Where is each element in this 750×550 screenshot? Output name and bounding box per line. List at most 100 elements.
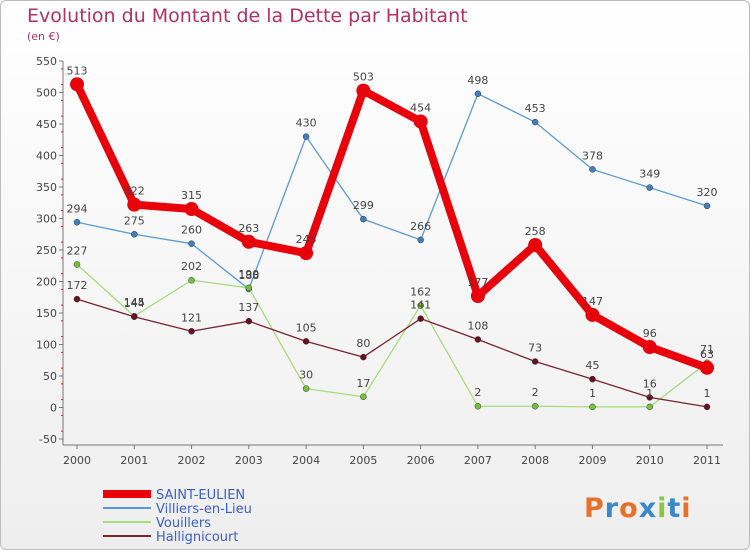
data-label: 202: [181, 260, 202, 273]
data-point: [360, 393, 367, 401]
data-label: 45: [585, 359, 599, 372]
data-point: [299, 246, 314, 261]
y-tick-label: 400: [36, 150, 57, 163]
data-label: 190: [238, 268, 259, 281]
data-point: [127, 197, 142, 212]
data-point: [241, 234, 256, 249]
x-tick-label: 2001: [120, 454, 148, 467]
y-tick-label: 350: [36, 181, 57, 194]
data-label: 245: [296, 233, 317, 246]
data-point: [73, 219, 81, 226]
y-tick-label: 250: [36, 244, 57, 257]
logo-letter: r: [604, 493, 620, 524]
data-point: [474, 90, 482, 98]
x-tick-label: 2008: [521, 454, 549, 467]
data-point: [131, 231, 138, 238]
data-label: 2: [474, 386, 481, 399]
logo-letter: x: [638, 493, 658, 524]
data-point: [73, 261, 81, 268]
data-label: 80: [356, 337, 370, 350]
y-tick-label: 200: [36, 276, 57, 289]
data-point: [642, 340, 657, 355]
data-point: [470, 288, 485, 303]
series-line: [73, 80, 711, 372]
data-point: [700, 360, 714, 375]
data-point: [70, 77, 84, 92]
logo-letter: i: [681, 493, 692, 524]
proxiti-logo: Proxiti: [584, 493, 692, 524]
data-label: 320: [697, 186, 718, 199]
logo-letter: i: [657, 493, 668, 524]
x-tick-label: 2011: [693, 454, 721, 467]
x-tick-label: 2010: [636, 454, 664, 467]
data-label: 1: [646, 387, 653, 400]
x-tick-label: 2007: [464, 454, 492, 467]
data-point: [703, 202, 711, 210]
data-point: [474, 402, 482, 410]
x-tick-label: 2006: [407, 454, 435, 467]
data-point: [245, 284, 253, 292]
data-label: 258: [525, 225, 546, 238]
data-label: 260: [181, 224, 202, 237]
data-label: 498: [467, 74, 488, 87]
y-tick-label: 150: [36, 307, 57, 320]
x-tick-label: 2004: [292, 454, 320, 467]
data-label: 121: [181, 311, 202, 324]
data-point: [531, 358, 539, 365]
data-label: 454: [410, 101, 431, 114]
data-point: [188, 276, 195, 284]
chart-subtitle: (en €): [27, 30, 60, 43]
data-point: [188, 328, 195, 335]
data-label: 263: [238, 222, 259, 235]
legend-label: Villiers-en-Lieu: [156, 502, 252, 517]
data-label: 105: [296, 321, 317, 334]
y-tick-label: 100: [36, 339, 57, 352]
data-label: 430: [296, 117, 317, 130]
data-point: [360, 215, 367, 223]
data-point: [413, 114, 428, 129]
data-point: [646, 403, 653, 411]
logo-letter: t: [667, 493, 682, 524]
data-point: [585, 307, 600, 322]
y-tick-label: 550: [36, 55, 57, 68]
data-label: 315: [181, 189, 202, 202]
data-label: 17: [356, 377, 370, 390]
data-label: 96: [643, 327, 657, 340]
data-label: 144: [124, 297, 145, 310]
data-label: 147: [582, 295, 603, 308]
data-point: [646, 184, 653, 191]
data-label: 30: [299, 369, 313, 382]
data-point: [474, 336, 482, 343]
data-point: [531, 118, 539, 126]
data-label: 227: [67, 244, 88, 257]
data-point: [646, 394, 653, 401]
data-point: [360, 353, 367, 361]
y-tick-label: 300: [36, 213, 57, 226]
series-line: [76, 263, 708, 408]
legend-label: Hallignicourt: [156, 530, 238, 545]
data-label: 141: [410, 299, 431, 312]
data-label: 177: [467, 276, 488, 289]
data-point: [302, 338, 310, 345]
y-tick-label: 500: [36, 87, 57, 100]
x-tick-label: 2003: [235, 454, 263, 467]
data-point: [703, 403, 711, 411]
y-tick-label: 450: [36, 118, 57, 131]
data-label: 349: [639, 168, 660, 181]
data-label: 503: [353, 71, 374, 84]
data-label: 275: [124, 214, 145, 227]
data-label: 145: [124, 296, 145, 309]
data-point: [302, 133, 310, 140]
data-label: 63: [700, 348, 714, 361]
data-label: 162: [410, 285, 431, 298]
data-label: 16: [643, 377, 657, 390]
data-label: 172: [67, 279, 88, 292]
data-point: [188, 240, 195, 247]
data-point: [589, 166, 596, 173]
data-label: 108: [467, 319, 488, 332]
y-tick-label: 50: [43, 370, 57, 383]
data-point: [356, 83, 371, 98]
data-point: [531, 402, 539, 410]
y-tick-label: 0: [50, 402, 57, 415]
data-point: [131, 313, 138, 321]
